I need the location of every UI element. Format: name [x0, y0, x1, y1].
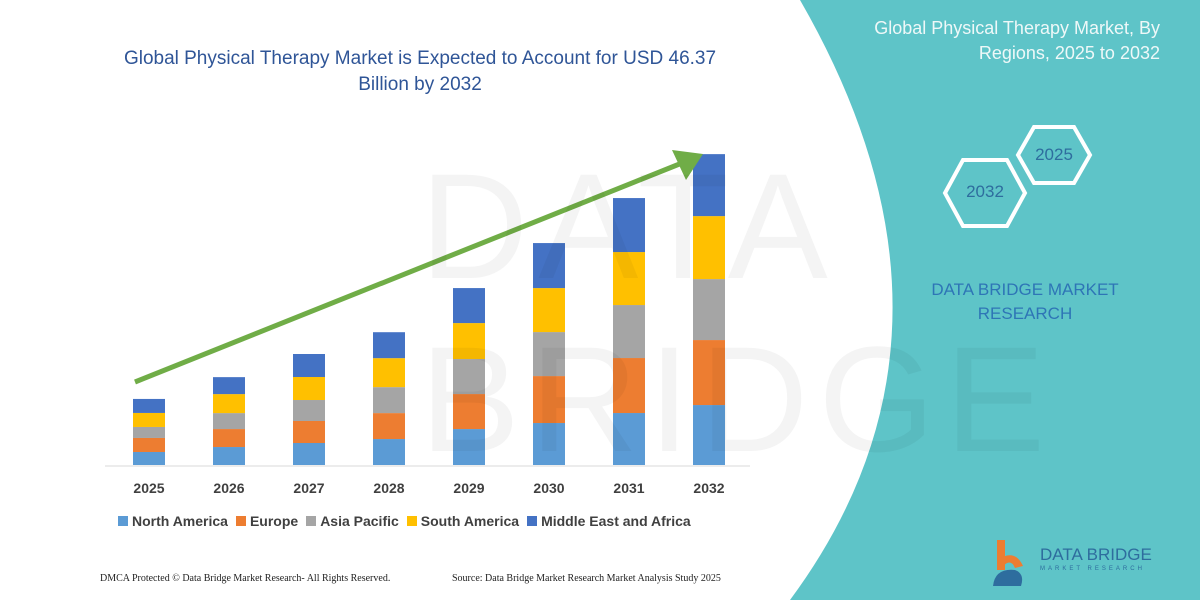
bar-segment-2030-europe [533, 376, 565, 424]
logo-sub: MARKET RESEARCH [1040, 566, 1145, 572]
bar-segment-2028-middle-east-and-africa [373, 332, 405, 359]
footer-source: Source: Data Bridge Market Research Mark… [452, 573, 721, 584]
x-tick-label: 2032 [693, 480, 725, 496]
legend-swatch [306, 516, 317, 526]
x-tick-label: 2025 [133, 480, 165, 496]
legend-item: Europe [235, 513, 299, 529]
legend-item: Middle East and Africa [527, 513, 691, 529]
bar-segment-2025-europe [133, 437, 165, 452]
bar-segment-2031-south-america [613, 252, 645, 306]
legend-item: Asia Pacific [306, 513, 399, 529]
x-tick-label: 2030 [533, 480, 565, 496]
logo-icon [993, 540, 1023, 586]
brand-text: DATA BRIDGE MARKET RESEARCH [931, 280, 1119, 323]
legend-swatch [527, 516, 538, 526]
legend-label: North America [132, 513, 228, 529]
bar-segment-2028-south-america [373, 358, 405, 388]
bar-segment-2030-north-america [533, 423, 565, 465]
chart-title: Global Physical Therapy Market is Expect… [123, 48, 717, 95]
bar-segment-2026-north-america [213, 447, 245, 465]
x-tick-label: 2027 [293, 480, 325, 496]
hexagon-2032 [942, 158, 1028, 228]
bar-segment-2032-asia-pacific [693, 279, 725, 341]
logo-name: DATA BRIDGE [1040, 545, 1152, 564]
bar-segment-2027-south-america [293, 377, 325, 401]
legend-label: Asia Pacific [320, 513, 399, 529]
bar-segment-2027-europe [293, 421, 325, 444]
bar-segment-2032-europe [693, 340, 725, 406]
bar-segment-2025-south-america [133, 412, 165, 427]
bar-segment-2025-middle-east-and-africa [133, 398, 165, 413]
watermark: DATA BRIDGE [420, 140, 1200, 486]
hex-label-2032: 2032 [966, 182, 1004, 201]
bar-segment-2028-europe [373, 413, 405, 440]
x-tick-label: 2028 [373, 480, 405, 496]
legend-swatch [406, 516, 417, 526]
legend-swatch [235, 516, 246, 526]
bar-segment-2027-middle-east-and-africa [293, 354, 325, 378]
legend: North America Europe Asia Pacific South Ame… [118, 513, 691, 529]
bar-segment-2025-asia-pacific [133, 426, 165, 438]
bar-segment-2026-asia-pacific [213, 413, 245, 430]
bar-segment-2029-asia-pacific [453, 359, 485, 395]
legend-label: Europe [249, 513, 299, 529]
bar-segment-2025-north-america [133, 451, 165, 465]
bar-segment-2028-north-america [373, 439, 405, 465]
bar-segment-2032-north-america [693, 405, 725, 465]
bar-segment-2029-middle-east-and-africa [453, 288, 485, 324]
bar-segment-2027-asia-pacific [293, 400, 325, 422]
x-tick-label: 2026 [213, 480, 245, 496]
bar-segment-2030-south-america [533, 288, 565, 333]
legend-label: Middle East and Africa [541, 513, 691, 529]
bar-segment-2029-europe [453, 394, 485, 430]
trend-arrow-line [134, 160, 683, 385]
hexagon-2025 [1015, 125, 1093, 185]
bar-segment-2028-asia-pacific [373, 387, 405, 414]
legend-item: North America [118, 513, 228, 529]
side-panel-shape [790, 0, 1200, 600]
footer-copyright: DMCA Protected © Data Bridge Market Rese… [100, 573, 391, 584]
x-tick-label: 2031 [613, 480, 645, 496]
bar-segment-2031-europe [613, 358, 645, 414]
bar-segment-2030-middle-east-and-africa [533, 243, 565, 289]
legend-item: South America [406, 513, 520, 529]
bar-segment-2029-south-america [453, 323, 485, 360]
bar-segment-2031-north-america [613, 413, 645, 465]
bar-segment-2031-asia-pacific [613, 305, 645, 359]
bar-segment-2026-europe [213, 429, 245, 448]
side-panel-title: Global Physical Therapy Market, By Regio… [874, 18, 1160, 63]
bar-segment-2027-north-america [293, 443, 325, 465]
bar-segment-2031-middle-east-and-africa [613, 198, 645, 253]
bar-segment-2026-south-america [213, 394, 245, 414]
bars-group [133, 154, 725, 465]
legend-swatch [118, 516, 128, 526]
bar-segment-2029-north-america [453, 429, 485, 465]
legend-label: South America [420, 513, 520, 529]
bar-segment-2030-asia-pacific [533, 332, 565, 377]
bar-segment-2032-south-america [693, 216, 725, 280]
hex-label-2025: 2025 [1035, 145, 1073, 164]
bar-segment-2032-middle-east-and-africa [693, 154, 725, 217]
trend-arrow-head [672, 150, 703, 180]
x-tick-label: 2029 [453, 480, 485, 496]
bar-segment-2026-middle-east-and-africa [213, 377, 245, 395]
